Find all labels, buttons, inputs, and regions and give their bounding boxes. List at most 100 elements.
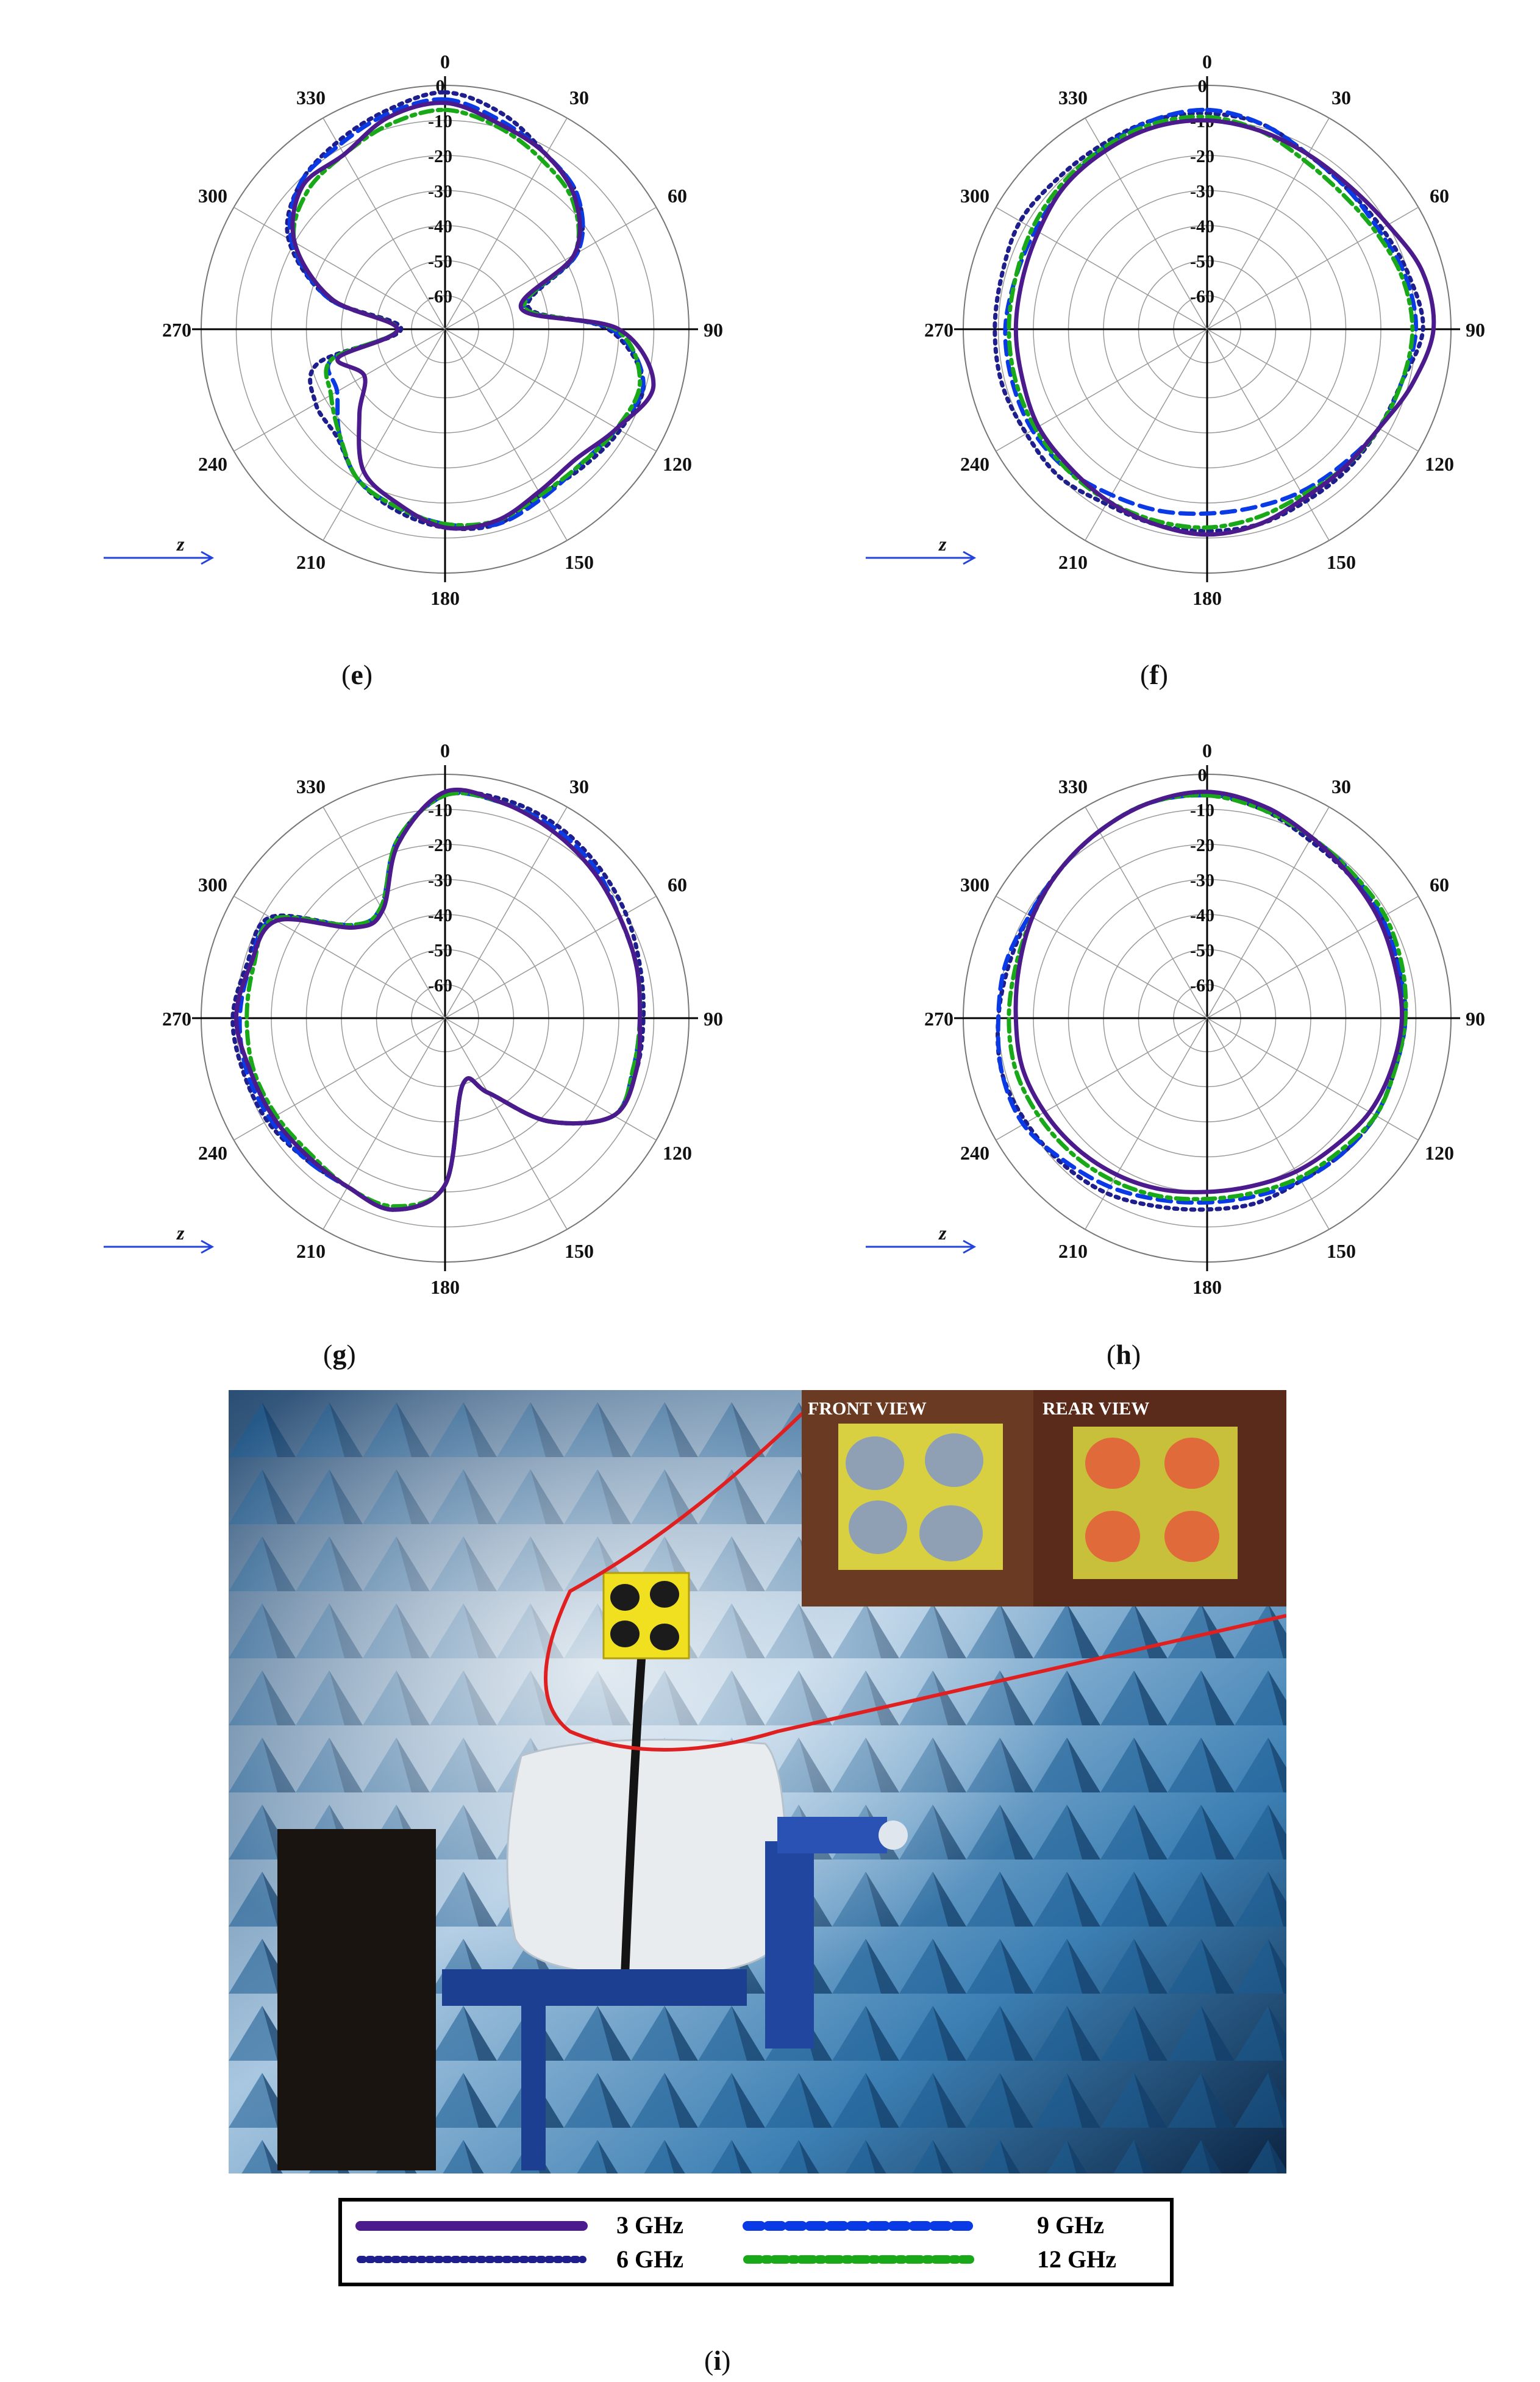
grid-spoke — [444, 1018, 657, 1141]
angle-tick-label: 330 — [296, 87, 326, 109]
coordinate-axes-indicator: yz — [66, 1165, 215, 1254]
radial-tick-label: -60 — [428, 287, 452, 307]
radial-tick-label: -50 — [428, 941, 452, 961]
coordinate-axes-indicator: yz — [66, 476, 215, 565]
angle-tick-label: 0 — [1202, 51, 1212, 73]
angle-tick-label: 150 — [1327, 551, 1356, 573]
grid-spoke — [444, 329, 568, 541]
angle-tick-label: 90 — [704, 319, 723, 341]
legend-label-6ghz: 6 GHz — [616, 2245, 683, 2273]
radial-tick-label: -60 — [428, 975, 452, 996]
angle-tick-label: 240 — [960, 453, 989, 475]
polar-plot-h: 0 30 60 90 120 150 180 210 240 270 300 330 0 -10 -20 -3… — [828, 740, 1485, 1298]
arrow-head-icon — [963, 551, 977, 565]
grid-spoke — [1085, 1018, 1208, 1230]
angle-tick-label: 0 — [440, 51, 450, 73]
legend-label-9ghz: 9 GHz — [1037, 2211, 1104, 2239]
grid-spoke — [233, 329, 446, 452]
angle-tick-label: 300 — [198, 185, 227, 207]
angle-tick-label: 150 — [565, 1240, 594, 1262]
caption-f: (f) — [1140, 659, 1168, 690]
angle-tick-label: 240 — [198, 453, 227, 475]
angle-tick-label: 270 — [924, 1008, 954, 1030]
radial-tick-label: -40 — [428, 905, 452, 925]
grid-spoke — [1085, 807, 1208, 1019]
polar-plot-g: 0306090120150180210240270300330-10-20-30… — [66, 740, 723, 1298]
radial-tick-label: -40 — [1190, 905, 1214, 925]
angle-tick-label: 0 — [1202, 740, 1212, 761]
horizontal-axis-label: z — [176, 533, 185, 555]
legend: 3 GHz 9 GHz 6 GHz 12 GHz — [338, 2198, 1174, 2286]
angle-tick-label: 330 — [1058, 776, 1088, 797]
coordinate-axes-indicator: xz — [828, 1165, 977, 1254]
angle-tick-label: 120 — [1425, 453, 1454, 475]
angle-tick-label: 240 — [198, 1142, 227, 1164]
horizontal-axis-label: z — [938, 533, 947, 555]
angle-tick-label: 90 — [1466, 1008, 1485, 1030]
legend-label-12ghz: 12 GHz — [1037, 2245, 1116, 2273]
angle-tick-label: 210 — [1058, 1240, 1088, 1262]
angle-tick-label: 240 — [960, 1142, 989, 1164]
angle-tick-label: 90 — [1466, 319, 1485, 341]
angle-tick-label: 330 — [1058, 87, 1088, 109]
caption-h: (h) — [1107, 1339, 1141, 1370]
radial-tick-label: -50 — [1190, 252, 1214, 272]
grid-spoke — [323, 807, 446, 1019]
angle-tick-label: 60 — [1430, 874, 1449, 896]
angle-tick-label: 210 — [1058, 551, 1088, 573]
radial-tick-label: -30 — [428, 182, 452, 202]
angle-tick-label: 210 — [296, 551, 326, 573]
radial-tick-label: -40 — [428, 216, 452, 237]
series-9ghz-curve — [1003, 107, 1419, 516]
grid-spoke — [323, 1018, 446, 1230]
angle-tick-label: 30 — [1331, 776, 1351, 797]
grid-spoke — [1207, 1018, 1419, 1141]
radial-tick-label: 0 — [1198, 76, 1207, 96]
angle-tick-label: 150 — [1327, 1240, 1356, 1262]
radial-tick-label: -10 — [428, 112, 452, 132]
angle-tick-label: 30 — [569, 87, 589, 109]
angle-tick-label: 300 — [198, 874, 227, 896]
legend-label-3ghz: 3 GHz — [616, 2211, 683, 2239]
polar-chart-f: 0 30 60 90 120 150 180 210 240 270 300 330 0 -10 -20 -3… — [828, 12, 1500, 646]
angle-tick-label: 300 — [960, 185, 989, 207]
radial-tick-label: -60 — [1190, 287, 1214, 307]
angle-tick-label: 270 — [162, 1008, 191, 1030]
radial-tick-label: -50 — [1190, 941, 1214, 961]
radial-tick-label: -20 — [1190, 146, 1214, 166]
front-view-label: FRONT VIEW — [808, 1399, 927, 1419]
polar-plot-f: 03060901201501802102402703003300-10-20-3… — [828, 51, 1485, 609]
arrow-head-icon — [201, 551, 215, 565]
angle-tick-label: 180 — [1192, 587, 1222, 609]
radial-tick-label: -60 — [1190, 975, 1214, 996]
angle-tick-label: 300 — [960, 874, 989, 896]
radial-tick-label: -30 — [1190, 871, 1214, 891]
caption-g: (g) — [323, 1339, 356, 1370]
grid-spoke — [444, 1018, 568, 1230]
grid-spoke — [1207, 329, 1330, 541]
radial-tick-label: -20 — [428, 146, 452, 166]
radial-tick-label: -10 — [1190, 801, 1214, 821]
horizontal-axis-label: z — [176, 1222, 185, 1244]
angle-tick-label: 120 — [1425, 1142, 1454, 1164]
series-3ghz-curve — [234, 787, 643, 1212]
angle-tick-label: 120 — [663, 453, 692, 475]
grid-spoke — [1207, 329, 1419, 452]
angle-tick-label: 180 — [430, 1276, 460, 1298]
angle-tick-label: 180 — [1192, 1276, 1222, 1298]
coordinate-axes-indicator: xz — [828, 476, 977, 565]
radial-tick-label: -30 — [428, 871, 452, 891]
grid-spoke — [996, 1018, 1208, 1141]
angle-tick-label: 90 — [704, 1008, 723, 1030]
series-3ghz-curve — [1013, 790, 1405, 1194]
grid-spoke — [444, 207, 657, 330]
angle-tick-label: 150 — [565, 551, 594, 573]
angle-tick-label: 330 — [296, 776, 326, 797]
angle-tick-label: 30 — [1331, 87, 1351, 109]
radial-tick-label: -50 — [428, 252, 452, 272]
caption-e: (e) — [341, 659, 373, 690]
horizontal-axis-label: z — [938, 1222, 947, 1244]
arrow-head-icon — [201, 1239, 215, 1254]
grid-spoke — [1207, 1018, 1330, 1230]
angle-tick-label: 270 — [924, 319, 954, 341]
